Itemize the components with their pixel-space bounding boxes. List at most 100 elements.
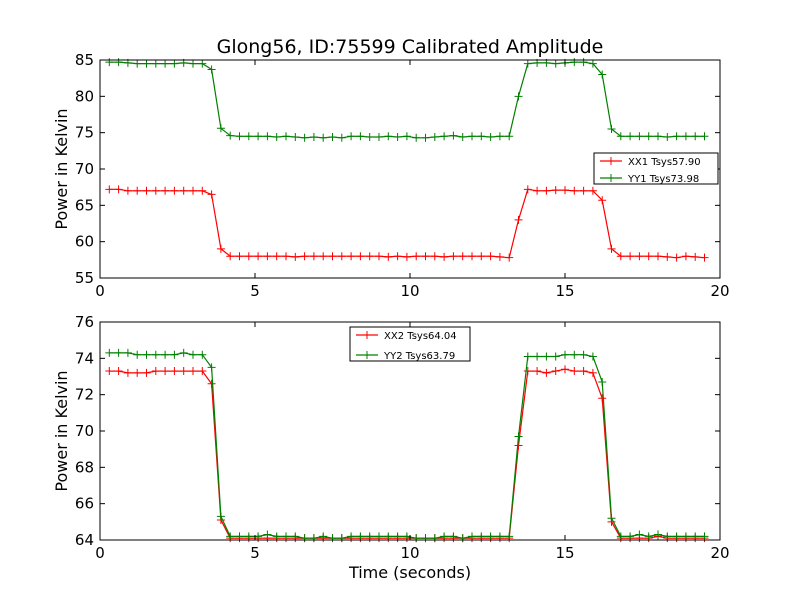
- top-series-0-point: [347, 252, 356, 261]
- top-series-1-point: [309, 133, 318, 142]
- top-series-1-point: [226, 131, 235, 140]
- bottom-series-1-point: [207, 363, 216, 372]
- top-series-0-point: [495, 252, 504, 261]
- bottom-x-tick-label: 5: [250, 544, 260, 562]
- top-series-1-point: [588, 59, 597, 68]
- top-legend-label-1: YY1 Tsys73.98: [627, 174, 699, 185]
- top-series-0-point: [189, 186, 197, 195]
- bottom-series-0-point: [151, 367, 160, 376]
- bottom-series-0-point: [170, 367, 179, 376]
- top-series-1-point: [700, 132, 709, 141]
- bottom-series-1-point: [179, 348, 188, 357]
- bottom-y-tick-label: 72: [75, 386, 94, 404]
- bottom-series-1-point: [263, 530, 272, 539]
- top-series-0-point: [533, 186, 542, 195]
- top-series-0-point: [161, 186, 170, 195]
- bottom-series-1-point: [663, 532, 672, 541]
- bottom-series-1-point: [189, 350, 197, 359]
- bottom-series-1-point: [598, 377, 607, 386]
- top-series-1-point: [263, 132, 272, 141]
- top-series-0-point: [505, 253, 514, 262]
- top-legend-label-0: XX1 Tsys57.90: [628, 157, 701, 168]
- bottom-series-0-point: [198, 367, 207, 376]
- bottom-series-1-point: [114, 348, 123, 357]
- top-series-0-point: [179, 186, 188, 195]
- bottom-y-tick-label: 68: [75, 458, 94, 476]
- top-series-0-point: [663, 252, 672, 261]
- top-series-1-point: [663, 133, 672, 142]
- top-series-1-point: [189, 59, 197, 68]
- top-series-1-point: [458, 133, 467, 142]
- bottom-series-0-point: [207, 379, 216, 388]
- bottom-series-1-point: [468, 532, 476, 541]
- bottom-series-1-point: [216, 512, 225, 521]
- top-series-1-point: [161, 59, 170, 68]
- bottom-series-1-point: [691, 532, 700, 541]
- bottom-series-1-point: [300, 534, 309, 543]
- bottom-series-1-point: [421, 534, 430, 543]
- bottom-series-1-point: [654, 530, 662, 539]
- bottom-series-1-point: [226, 532, 235, 541]
- top-series-0-point: [375, 252, 383, 261]
- bottom-x-tick-label: 0: [95, 544, 105, 562]
- bottom-series-1-point: [198, 350, 207, 359]
- bottom-y-tick-label: 76: [75, 313, 94, 331]
- top-y-axis-label: Power in Kelvin: [52, 108, 71, 229]
- bottom-series-1-point: [616, 532, 625, 541]
- top-series-1-point: [254, 132, 263, 141]
- top-series-0-point: [365, 252, 374, 261]
- top-series-1-point: [477, 132, 486, 141]
- top-y-tick-label: 75: [75, 124, 94, 142]
- top-series-0-point: [272, 252, 281, 261]
- bottom-y-tick-label: 66: [75, 495, 94, 513]
- bottom-series-1-point: [561, 350, 569, 359]
- bottom-series-1-point: [393, 532, 402, 541]
- bottom-series-1-point: [375, 532, 383, 541]
- top-series-0-point: [133, 186, 142, 195]
- top-series-0-point: [402, 252, 411, 261]
- bottom-series-1-point: [486, 532, 495, 541]
- top-series-1-point: [272, 133, 281, 142]
- bottom-series-0-point: [588, 368, 597, 377]
- top-series-0-point: [644, 252, 653, 261]
- top-series-0-point: [616, 252, 625, 261]
- top-series-1-point: [654, 132, 662, 141]
- bottom-series-1-point: [533, 352, 542, 361]
- top-series-0-point: [607, 244, 616, 253]
- bottom-legend-label-1: YY2 Tsys63.79: [383, 351, 455, 362]
- bottom-series-1-point: [123, 348, 132, 357]
- bottom-y-axis-label: Power in Kelvin: [52, 370, 71, 491]
- bottom-legend-label-0: XX2 Tsys64.04: [384, 331, 457, 342]
- bottom-series-1-point: [551, 352, 560, 361]
- top-series-0-point: [142, 186, 151, 195]
- top-series-1-point: [644, 132, 653, 141]
- bottom-y-tick-label: 74: [75, 349, 94, 367]
- bottom-series-1-point: [365, 532, 374, 541]
- top-series-1-point: [319, 133, 328, 142]
- top-series-1-point: [440, 132, 449, 141]
- top-series-0-point: [123, 186, 132, 195]
- top-series-1-point: [235, 132, 244, 141]
- bottom-subplot: 0 5 10 15 20 64 66 68 70 72 74 76 Power in Kelvin Tim…: [52, 313, 730, 582]
- top-series-1-point: [384, 132, 393, 141]
- bottom-series-1-point: [626, 532, 635, 541]
- top-x-tick-label: 0: [95, 282, 105, 300]
- bottom-series-1-point: [635, 530, 644, 539]
- top-series-0-point: [523, 185, 532, 194]
- bottom-x-tick-label: 10: [400, 544, 419, 562]
- bottom-series-1-point: [105, 348, 114, 357]
- top-y-tick-label: 85: [75, 51, 94, 69]
- top-series-0-point: [681, 252, 690, 261]
- top-series-0-point: [114, 185, 123, 194]
- top-y-tick-label: 60: [75, 233, 94, 251]
- top-series-1-point: [495, 132, 504, 141]
- top-series-0-point: [542, 186, 551, 195]
- top-series-0-point: [226, 252, 235, 261]
- bottom-series-0-point: [123, 368, 132, 377]
- bottom-series-0-point: [189, 367, 197, 376]
- bottom-legend-marker-0: [363, 331, 371, 339]
- bottom-series-1-point: [142, 350, 151, 359]
- top-x-tick-label: 5: [250, 282, 260, 300]
- top-series-0-point: [691, 252, 700, 261]
